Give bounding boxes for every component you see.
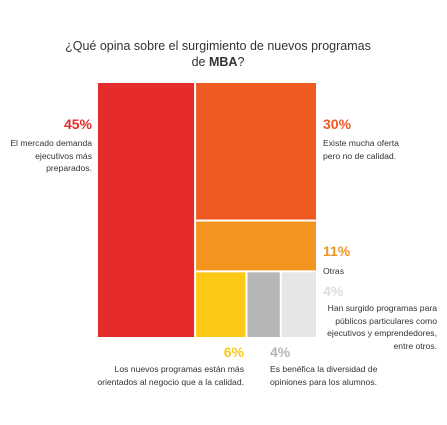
desc-label-otras: Otras (323, 266, 345, 276)
pct-label-negocio: 6% (223, 344, 244, 360)
treemap-cell-publicos (281, 272, 316, 337)
pct-label-mercado: 45% (63, 116, 92, 132)
chart-title-text: ¿Qué opina sobre el surgimiento de nuevo… (65, 39, 371, 69)
treemap-cell-diversidad (247, 272, 280, 337)
treemap-cell-oferta (196, 83, 316, 220)
desc-label-negocio: Los nuevos programas están más orientado… (97, 364, 244, 387)
chart-title: ¿Qué opina sobre el surgimiento de nuevo… (60, 38, 376, 70)
pct-label-diversidad: 4% (270, 344, 291, 360)
treemap-cell-mercado (98, 83, 195, 337)
desc-label-diversidad: Es benéfica la diversidad de opiniones p… (270, 364, 378, 387)
desc-label-oferta: Existe mucha oferta pero no de calidad. (323, 138, 399, 161)
pct-label-oferta: 30% (323, 116, 352, 132)
desc-label-publicos: Han surgido programas para públicos part… (327, 303, 437, 351)
pct-label-publicos: 4% (323, 283, 344, 299)
desc-label-mercado: El mercado demanda ejecutivos más prepar… (10, 138, 92, 173)
treemap-cell-otras (196, 221, 316, 271)
chart-title-end: ? (237, 55, 245, 69)
pct-label-otras: 11% (323, 243, 351, 259)
treemap-cell-negocio (196, 272, 246, 337)
chart-title-bold: MBA (208, 55, 238, 69)
